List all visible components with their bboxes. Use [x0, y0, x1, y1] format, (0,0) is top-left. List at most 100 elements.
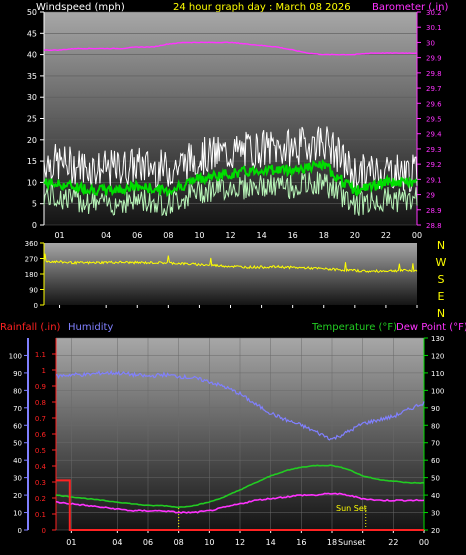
x-tick-label: 16 — [296, 538, 306, 547]
dewpoint-axis-title: Dew Point (°F) — [396, 322, 466, 333]
x-tick-label: 08 — [174, 538, 184, 547]
y-tick-label: 30 — [27, 93, 37, 102]
humidity-tick-label: 20 — [13, 492, 22, 500]
baro-tick-label: 29.8 — [426, 70, 442, 78]
rain-tick-label: 1 — [42, 367, 46, 375]
baro-tick-label: 30.1 — [426, 24, 442, 32]
x-tick-label: 14 — [266, 538, 276, 547]
humidity-tick-label: 30 — [13, 475, 22, 483]
temp-tick-label: 20 — [431, 527, 440, 535]
x-tick-label: 08 — [163, 231, 173, 240]
temperature-line — [55, 464, 425, 509]
baro-tick-label: 28.9 — [426, 207, 442, 215]
baro-tick-label: 28.8 — [426, 222, 442, 230]
humidity-tick-label: 40 — [13, 457, 22, 465]
baro-tick-label: 29.4 — [426, 131, 442, 139]
rainfall-axis-title: Rainfall (.in) — [0, 322, 61, 333]
y-tick-label: 5 — [32, 200, 37, 209]
y-tick-label: 40 — [27, 51, 37, 60]
rain-tick-label: 1.1 — [35, 351, 46, 359]
direction-tick-label: 180 — [25, 271, 38, 279]
compass-label: W — [436, 256, 447, 269]
x-tick-label: 18 — [327, 538, 337, 547]
baro-tick-label: 30 — [426, 39, 435, 47]
rain-tick-label: 0 — [42, 527, 46, 535]
temp-tick-label: 70 — [431, 440, 440, 448]
y-tick-label: 50 — [27, 8, 37, 17]
x-tick-label: 22 — [381, 231, 391, 240]
baro-tick-label: 30.2 — [426, 9, 442, 17]
x-tick-label: 00 — [419, 538, 429, 547]
x-tick-label: 04 — [112, 538, 122, 547]
x-tick-label: 14 — [256, 231, 266, 240]
humidity-tick-label: 90 — [13, 370, 22, 378]
humidity-tick-label: 50 — [13, 440, 22, 448]
direction-tick-label: 0 — [34, 302, 38, 310]
baro-tick-label: 29.7 — [426, 85, 442, 93]
x-tick-label: 00 — [412, 231, 422, 240]
x-tick-label: 22 — [388, 538, 398, 547]
temperature-axis-title: Temperature (°F) — [311, 322, 397, 333]
compass-label: S — [438, 273, 445, 286]
windspeed-axis-title: Windspeed (mph) — [36, 2, 125, 13]
direction-line — [43, 253, 418, 273]
y-tick-label: 10 — [27, 178, 37, 187]
rain-tick-label: 0.5 — [35, 447, 46, 455]
rain-tick-label: 0.4 — [35, 463, 47, 471]
rain-tick-label: 0.6 — [35, 431, 47, 439]
barometer-axis-title: Barometer (.in) — [372, 2, 448, 13]
x-tick-label: 10 — [204, 538, 214, 547]
x-tick-label: 10 — [194, 231, 204, 240]
rainfall-line — [56, 479, 424, 531]
baro-tick-label: 29.3 — [426, 146, 442, 154]
wind-avg-line — [43, 159, 418, 198]
temp-tick-label: 90 — [431, 405, 440, 413]
sunset-tick-label: Sunset — [338, 538, 365, 547]
compass-label: N — [437, 239, 445, 252]
y-tick-label: 0 — [32, 221, 37, 230]
baro-tick-label: 29.2 — [426, 161, 442, 169]
x-tick-label: 06 — [143, 538, 153, 547]
humidity-tick-label: 10 — [13, 510, 22, 518]
x-tick-label: 12 — [235, 538, 245, 547]
x-tick-label: 20 — [350, 231, 360, 240]
dewpoint-line — [55, 492, 425, 514]
direction-tick-label: 270 — [25, 256, 38, 264]
humidity-tick-label: 70 — [13, 405, 22, 413]
humidity-tick-label: 60 — [13, 422, 22, 430]
chart-title: 24 hour graph day : March 08 2026 — [173, 2, 351, 13]
x-tick-label: 12 — [225, 231, 235, 240]
compass-label: N — [437, 307, 445, 320]
x-tick-label: 04 — [101, 231, 111, 240]
temp-tick-label: 40 — [431, 492, 440, 500]
baro-tick-label: 29.6 — [426, 100, 442, 108]
direction-tick-label: 90 — [29, 287, 38, 295]
temp-tick-label: 50 — [431, 475, 440, 483]
direction-plot-area — [44, 243, 417, 305]
direction-tick-label: 360 — [25, 240, 38, 248]
baro-tick-label: 29.5 — [426, 116, 442, 124]
rain-tick-label: 0.8 — [35, 399, 46, 407]
temp-tick-label: 80 — [431, 422, 440, 430]
humidity-tick-label: 100 — [9, 352, 22, 360]
y-tick-label: 15 — [27, 157, 37, 166]
barometer-line — [43, 41, 417, 56]
humidity-axis-title: Humidity — [68, 322, 113, 333]
sunset-label: Sun Set — [336, 504, 367, 513]
humidity-tick-label: 0 — [18, 527, 22, 535]
rain-tick-label: 0.7 — [35, 415, 46, 423]
compass-label: E — [438, 290, 445, 303]
temp-tick-label: 100 — [431, 387, 444, 395]
y-tick-label: 20 — [27, 136, 37, 145]
rain-tick-label: 0.2 — [35, 495, 46, 503]
rain-tick-label: 0.9 — [35, 383, 46, 391]
temp-tick-label: 130 — [431, 335, 444, 343]
humidity-tick-label: 80 — [13, 387, 22, 395]
baro-tick-label: 29.1 — [426, 176, 442, 184]
x-tick-label: 01 — [66, 538, 76, 547]
y-tick-label: 35 — [27, 72, 37, 81]
rain-tick-label: 0.1 — [35, 511, 46, 519]
baro-tick-label: 29.9 — [426, 55, 442, 63]
temp-tick-label: 120 — [431, 352, 444, 360]
